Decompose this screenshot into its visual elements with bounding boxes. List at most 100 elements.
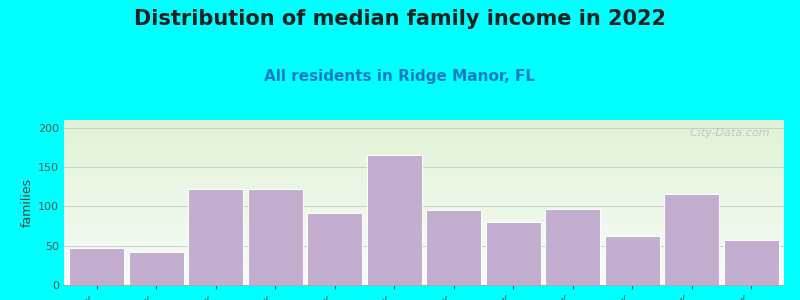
- Bar: [64, 254, 784, 255]
- Bar: [64, 171, 784, 173]
- Bar: [64, 156, 784, 158]
- Bar: [64, 169, 784, 171]
- Bar: [64, 163, 784, 164]
- Bar: [64, 245, 784, 247]
- Bar: [64, 160, 784, 161]
- Bar: [64, 257, 784, 259]
- Bar: [64, 193, 784, 194]
- Bar: [64, 148, 784, 150]
- Text: City-Data.com: City-Data.com: [683, 128, 770, 138]
- Bar: [64, 277, 784, 278]
- Bar: [64, 249, 784, 250]
- Bar: [64, 151, 784, 153]
- Bar: [64, 272, 784, 274]
- Bar: [64, 189, 784, 191]
- Bar: [64, 154, 784, 156]
- Bar: [64, 130, 784, 131]
- Bar: [64, 168, 784, 169]
- Bar: [64, 186, 784, 188]
- Bar: [64, 236, 784, 237]
- Bar: [64, 244, 784, 245]
- Bar: [546, 209, 600, 285]
- Bar: [64, 146, 784, 148]
- Bar: [64, 211, 784, 212]
- Bar: [64, 138, 784, 140]
- Bar: [64, 150, 784, 151]
- Text: Distribution of median family income in 2022: Distribution of median family income in …: [134, 9, 666, 29]
- Bar: [64, 278, 784, 280]
- Bar: [64, 275, 784, 277]
- Bar: [64, 202, 784, 204]
- Bar: [64, 184, 784, 186]
- Bar: [64, 153, 784, 154]
- Bar: [64, 252, 784, 254]
- Bar: [664, 194, 719, 285]
- Bar: [64, 267, 784, 268]
- Bar: [64, 242, 784, 244]
- Bar: [64, 234, 784, 236]
- Bar: [64, 282, 784, 283]
- Bar: [64, 232, 784, 234]
- Bar: [64, 260, 784, 262]
- Bar: [64, 222, 784, 224]
- Bar: [64, 241, 784, 242]
- Bar: [64, 188, 784, 189]
- Bar: [64, 136, 784, 138]
- Bar: [64, 120, 784, 122]
- Bar: [64, 259, 784, 260]
- Bar: [64, 265, 784, 267]
- Bar: [64, 263, 784, 265]
- Bar: [64, 196, 784, 197]
- Bar: [248, 189, 302, 285]
- Bar: [64, 131, 784, 133]
- Bar: [64, 208, 784, 209]
- Bar: [64, 280, 784, 282]
- Bar: [64, 268, 784, 270]
- Y-axis label: families: families: [21, 178, 34, 227]
- Bar: [64, 199, 784, 201]
- Bar: [64, 178, 784, 179]
- Bar: [64, 197, 784, 199]
- Bar: [64, 217, 784, 219]
- Bar: [64, 140, 784, 141]
- Bar: [486, 222, 541, 285]
- Bar: [64, 255, 784, 257]
- Bar: [64, 194, 784, 196]
- Bar: [64, 270, 784, 272]
- Bar: [64, 283, 784, 285]
- Bar: [64, 262, 784, 263]
- Bar: [605, 236, 660, 285]
- Bar: [367, 155, 422, 285]
- Bar: [64, 227, 784, 229]
- Bar: [64, 125, 784, 127]
- Text: All residents in Ridge Manor, FL: All residents in Ridge Manor, FL: [265, 69, 535, 84]
- Bar: [64, 216, 784, 217]
- Bar: [64, 274, 784, 275]
- Bar: [64, 135, 784, 137]
- Bar: [64, 219, 784, 220]
- Bar: [64, 224, 784, 226]
- Bar: [64, 145, 784, 146]
- Bar: [64, 209, 784, 211]
- Bar: [307, 213, 362, 285]
- Bar: [426, 210, 481, 285]
- Bar: [64, 133, 784, 135]
- Bar: [64, 229, 784, 230]
- Bar: [64, 247, 784, 249]
- Bar: [64, 164, 784, 166]
- Bar: [64, 141, 784, 143]
- Bar: [64, 239, 784, 241]
- Bar: [64, 237, 784, 239]
- Bar: [64, 226, 784, 227]
- Bar: [64, 158, 784, 160]
- Bar: [64, 183, 784, 184]
- Bar: [64, 174, 784, 176]
- Bar: [64, 123, 784, 125]
- Bar: [64, 206, 784, 208]
- Bar: [70, 248, 124, 285]
- Bar: [64, 214, 784, 216]
- Bar: [129, 252, 184, 285]
- Bar: [64, 204, 784, 206]
- Bar: [188, 189, 243, 285]
- Bar: [64, 143, 784, 145]
